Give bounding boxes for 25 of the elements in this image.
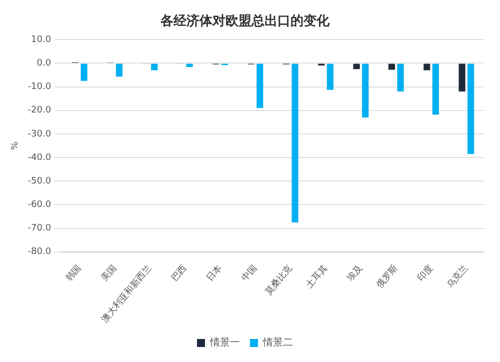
y-tick-label: -30.0 (28, 129, 52, 140)
y-tick-label: -10.0 (28, 82, 52, 92)
y-tick-label: -50.0 (28, 176, 52, 186)
x-tick-label: 乌克兰 (444, 262, 471, 290)
legend-label: 情景一 (209, 336, 240, 349)
x-tick-label: 印度 (415, 262, 436, 284)
y-tick-label: -70.0 (28, 224, 52, 234)
x-tick-label: 巴西 (170, 263, 190, 284)
y-tick-label: -60.0 (28, 200, 52, 210)
y-tick-label: 0.0 (36, 58, 52, 69)
x-tick-label: 埃及 (344, 262, 366, 284)
y-tick-label: -80.0 (28, 247, 52, 258)
y-tick-label: 10.0 (31, 34, 52, 45)
x-tick-label: 美国 (98, 262, 119, 284)
x-tick-label: 中国 (240, 262, 260, 284)
legend-label: 情景二 (262, 336, 293, 349)
y-tick-label: -20.0 (28, 106, 52, 116)
y-axis-title: % (10, 141, 21, 150)
x-tick-label: 俄罗斯 (374, 262, 400, 290)
chart-title: 各经济体对欧盟总出口的变化 (160, 13, 330, 30)
y-tick-label: -40.0 (28, 152, 52, 163)
x-tick-label: 莫桑比克 (263, 262, 295, 298)
x-tick-label: 土耳其 (304, 262, 330, 290)
x-tick-label: 韩国 (64, 262, 84, 284)
x-tick-label: 日本 (204, 262, 224, 284)
